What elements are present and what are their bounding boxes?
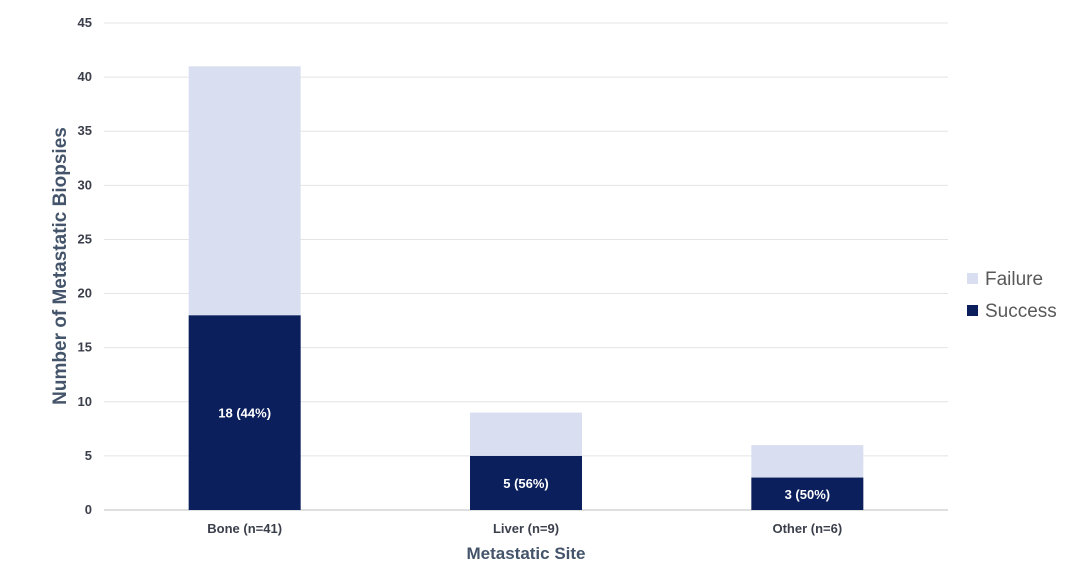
data-label: 18 (44%) [218, 406, 271, 421]
y-tick-label: 5 [85, 448, 92, 463]
y-axis-ticks: 0 5 10 15 20 25 30 35 40 45 [78, 15, 92, 517]
y-tick-label: 20 [78, 286, 92, 301]
legend-swatch-success [967, 305, 978, 316]
data-label: 3 (50%) [785, 487, 831, 502]
bar-failure [751, 445, 864, 478]
y-tick-label: 15 [78, 340, 92, 355]
y-tick-label: 35 [78, 123, 92, 138]
legend: Failure Success [967, 269, 1057, 322]
y-tick-label: 45 [78, 15, 92, 30]
legend-label-failure: Failure [985, 269, 1043, 290]
y-tick-label: 40 [78, 69, 92, 84]
x-tick-label: Liver (n=9) [493, 521, 559, 536]
bar-failure [188, 66, 301, 316]
y-tick-label: 30 [78, 177, 92, 192]
bar-success [188, 315, 301, 510]
legend-swatch-failure [967, 273, 978, 284]
y-tick-label: 10 [78, 394, 92, 409]
x-axis-ticks: Bone (n=41) Liver (n=9) Other (n=6) [207, 521, 842, 536]
bar-success [751, 477, 864, 510]
y-axis-title: Number of Metastatic Biopsies [50, 127, 71, 405]
y-tick-label: 0 [85, 502, 92, 517]
y-tick-label: 25 [78, 231, 92, 246]
x-tick-label: Bone (n=41) [207, 521, 282, 536]
legend-label-success: Success [985, 301, 1057, 322]
bars: 18 (44%) 5 (56%) 3 (50%) [188, 66, 864, 510]
data-label: 5 (56%) [503, 476, 549, 491]
bar-success [470, 455, 582, 510]
x-axis-title: Metastatic Site [466, 544, 585, 562]
bar-failure [470, 412, 582, 456]
x-tick-label: Other (n=6) [772, 521, 842, 536]
